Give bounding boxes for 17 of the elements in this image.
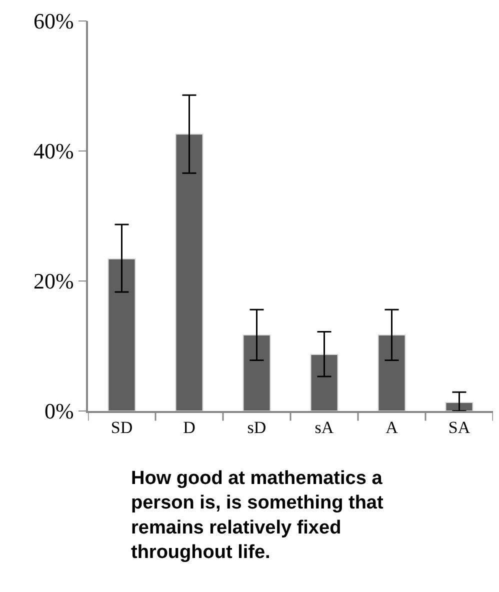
- bar: [445, 402, 474, 411]
- bar: [108, 258, 136, 411]
- bar: [175, 134, 204, 411]
- y-tick-label: 20%: [34, 268, 74, 294]
- bar: [242, 334, 271, 411]
- x-axis-title: How good at mathematics a person is, is something that remains relatively fixed throughout life.: [131, 468, 384, 564]
- bar: [310, 354, 338, 411]
- x-tick-label: SA: [448, 418, 471, 438]
- y-tick-label: 0%: [44, 398, 74, 424]
- y-tick-label: 60%: [34, 8, 74, 34]
- y-tick-label: 40%: [34, 138, 74, 164]
- x-tick-label: SD: [110, 418, 133, 438]
- x-tick-label: D: [183, 418, 196, 438]
- x-tick-label: sD: [247, 418, 266, 438]
- bar: [378, 334, 406, 411]
- x-tick-label: A: [386, 418, 399, 438]
- x-tick-label: sA: [314, 418, 334, 438]
